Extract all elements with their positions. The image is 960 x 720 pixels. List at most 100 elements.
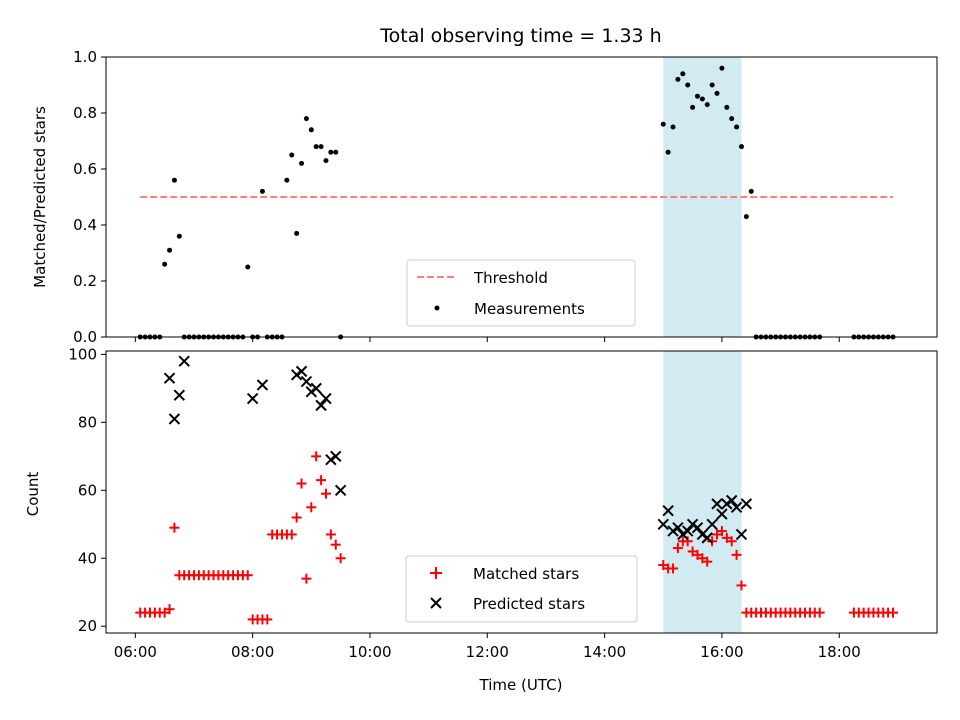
x-tick-label: 18:00 xyxy=(818,643,861,661)
predicted-stars-marker xyxy=(701,532,713,544)
measurement-point xyxy=(694,93,700,99)
predicted-stars-marker xyxy=(320,392,332,405)
measurement-point xyxy=(299,160,305,166)
matched-stars-marker xyxy=(306,502,317,513)
matched-stars-marker xyxy=(262,614,273,625)
count-y-tick-label: 60 xyxy=(78,481,97,499)
matched-stars-marker xyxy=(672,543,683,554)
measurement-point xyxy=(284,177,290,183)
measurement-point xyxy=(318,144,324,150)
predicted-stars-marker xyxy=(735,528,748,541)
measurement-point xyxy=(690,104,696,110)
matched-stars-marker xyxy=(726,536,737,547)
measurement-point xyxy=(259,188,265,194)
matched-stars-marker xyxy=(668,563,679,574)
predicted-stars-marker xyxy=(334,484,347,497)
chart-title: Total observing time = 1.33 h xyxy=(379,25,661,47)
predicted-stars-marker xyxy=(657,518,669,530)
predicted-stars-marker xyxy=(295,365,308,378)
measurement-point xyxy=(670,124,676,130)
ratio-y-axis-label: Matched/Predicted stars xyxy=(31,106,49,288)
ratio-y-tick-label: 0.4 xyxy=(73,216,97,234)
predicted-stars-marker xyxy=(721,498,733,510)
predicted-stars-marker xyxy=(168,413,181,425)
predicted-stars-marker xyxy=(706,518,718,530)
matched-stars-marker xyxy=(169,522,180,533)
count-y-tick-label: 100 xyxy=(68,345,97,363)
ratio-panel: Total observing time = 1.33 h Matched/Pr… xyxy=(31,25,938,346)
measurement-point xyxy=(719,65,725,71)
predicted-stars-marker xyxy=(662,504,674,517)
predicted-stars-marker xyxy=(330,450,342,463)
count-y-tick-label: 20 xyxy=(78,617,97,635)
predicted-stars-marker xyxy=(246,392,259,405)
predicted-stars-marker xyxy=(305,386,318,398)
measurement-point xyxy=(294,230,300,236)
measurement-point xyxy=(308,127,314,133)
x-tick-label: 06:00 xyxy=(114,643,157,661)
x-tick-label: 08:00 xyxy=(231,643,274,661)
predicted-stars-marker xyxy=(300,375,313,388)
measurements-legend-swatch xyxy=(434,305,440,311)
predicted-stars-marker xyxy=(686,518,699,530)
threshold-legend-label: Threshold xyxy=(473,269,548,287)
measurement-point xyxy=(328,149,334,155)
measurement-point xyxy=(171,177,177,183)
matched-stars-marker xyxy=(736,580,747,591)
count-y-tick-label: 40 xyxy=(78,549,97,567)
matched-stars-legend-label: Matched stars xyxy=(473,565,579,583)
count-plot-frame xyxy=(105,350,938,634)
measurement-point xyxy=(176,233,182,239)
measurement-point xyxy=(303,116,309,122)
measurement-point xyxy=(665,149,671,155)
predicted-stars-marker xyxy=(315,399,327,412)
x-tick-label: 10:00 xyxy=(348,643,391,661)
count-legend: Matched stars Predicted stars xyxy=(405,555,638,623)
ratio-y-tick-label: 0.2 xyxy=(73,272,97,290)
predicted-stars-marker xyxy=(290,369,303,381)
x-tick-label: 16:00 xyxy=(700,643,743,661)
predicted-stars-marker xyxy=(730,501,743,513)
matched-stars-marker xyxy=(330,539,341,550)
matched-stars-marker xyxy=(888,607,899,618)
count-legend-box xyxy=(405,555,638,623)
measurement-point xyxy=(724,104,730,110)
measurement-point xyxy=(748,188,754,194)
measurement-point xyxy=(333,149,339,155)
measurement-point xyxy=(162,261,168,267)
predicted-stars-marker xyxy=(696,528,709,541)
predicted-stars-marker xyxy=(711,498,723,510)
matched-stars-marker xyxy=(296,478,307,489)
count-panel: Count Time (UTC) 20 40 60 80 100 06:00 08:00 1… xyxy=(24,345,938,694)
measurement-point xyxy=(680,71,686,77)
ratio-y-tick-label: 0.8 xyxy=(73,104,97,122)
x-axis-label: Time (UTC) xyxy=(479,676,563,694)
measurement-point xyxy=(709,82,715,88)
predicted-stars-marker xyxy=(691,521,704,534)
predicted-stars-marker xyxy=(163,372,176,384)
measurement-point xyxy=(245,264,251,270)
measurements-legend-label: Measurements xyxy=(474,300,585,318)
matched-stars-marker xyxy=(707,536,718,547)
ratio-y-tick-label: 0.6 xyxy=(73,160,97,178)
measurement-point xyxy=(714,90,720,96)
ratio-plot-frame xyxy=(105,56,938,338)
matched-stars-marker xyxy=(286,529,297,540)
predicted-stars-marker xyxy=(725,494,738,507)
x-tick-label: 12:00 xyxy=(466,643,509,661)
matched-stars-marker xyxy=(164,604,175,615)
matched-stars-marker xyxy=(301,573,312,584)
matched-stars-marker xyxy=(242,570,253,581)
predicted-stars-marker xyxy=(716,508,728,520)
predicted-stars-marker xyxy=(667,525,679,537)
measurement-point xyxy=(660,121,666,127)
matched-stars-marker xyxy=(682,536,693,547)
predicted-stars-legend-swatch xyxy=(430,597,442,609)
matched-stars-marker xyxy=(716,526,727,537)
ratio-y-tick-label: 0.0 xyxy=(73,328,97,346)
predicted-stars-marker xyxy=(672,521,684,534)
matched-stars-marker xyxy=(814,607,825,618)
measurement-point xyxy=(313,144,319,150)
predicted-stars-marker xyxy=(677,528,689,541)
